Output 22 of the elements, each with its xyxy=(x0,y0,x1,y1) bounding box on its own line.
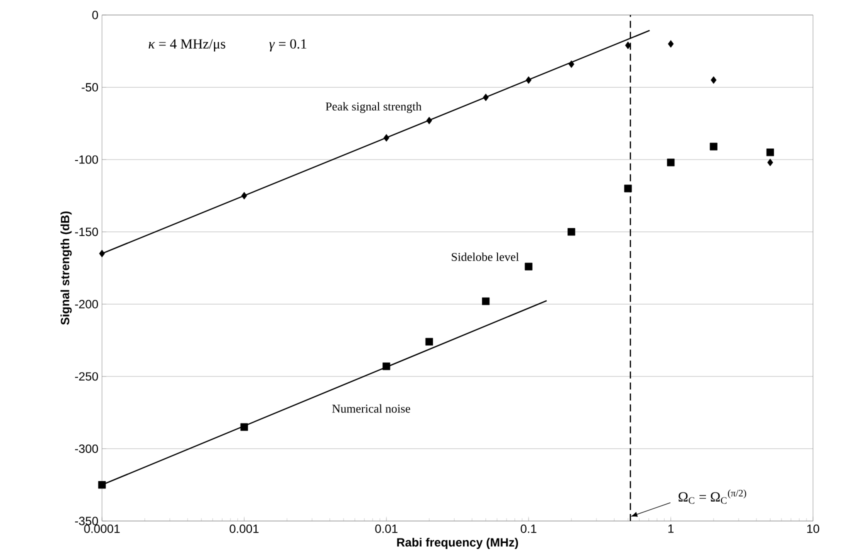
x-tick-label: 10 xyxy=(807,524,820,533)
x-axis-title: Rabi frequency (MHz) xyxy=(397,538,518,549)
x-tick-label: 1 xyxy=(668,524,674,533)
series-label: Sidelobe level xyxy=(452,252,519,262)
x-tick-label: 0.001 xyxy=(230,524,259,533)
y-tick-label: -100 xyxy=(75,155,98,164)
y-tick-label: -350 xyxy=(75,516,98,526)
series-label: Numerical noise xyxy=(332,404,410,413)
x-tick-label: 0.0001 xyxy=(84,524,120,533)
annotation: γ = 0.1 xyxy=(269,39,306,52)
y-tick-label: -300 xyxy=(75,444,98,453)
x-tick-label: 0.01 xyxy=(375,524,398,533)
x-tick-label: 0.1 xyxy=(520,524,536,533)
y-tick-label: 0 xyxy=(92,10,98,20)
y-tick-label: -150 xyxy=(75,228,98,236)
series-label: Peak signal strength xyxy=(326,102,422,114)
y-tick-label: -200 xyxy=(75,300,98,308)
annotation: κ = 4 MHz/μs xyxy=(148,39,226,52)
y-tick-label: -250 xyxy=(75,372,98,381)
y-axis-title: Signal strength (dB) xyxy=(60,211,72,325)
y-tick-label: -50 xyxy=(82,83,98,92)
annotation: Ω$_{C}$ = Ω$_{C}$(π/2) xyxy=(678,490,746,504)
